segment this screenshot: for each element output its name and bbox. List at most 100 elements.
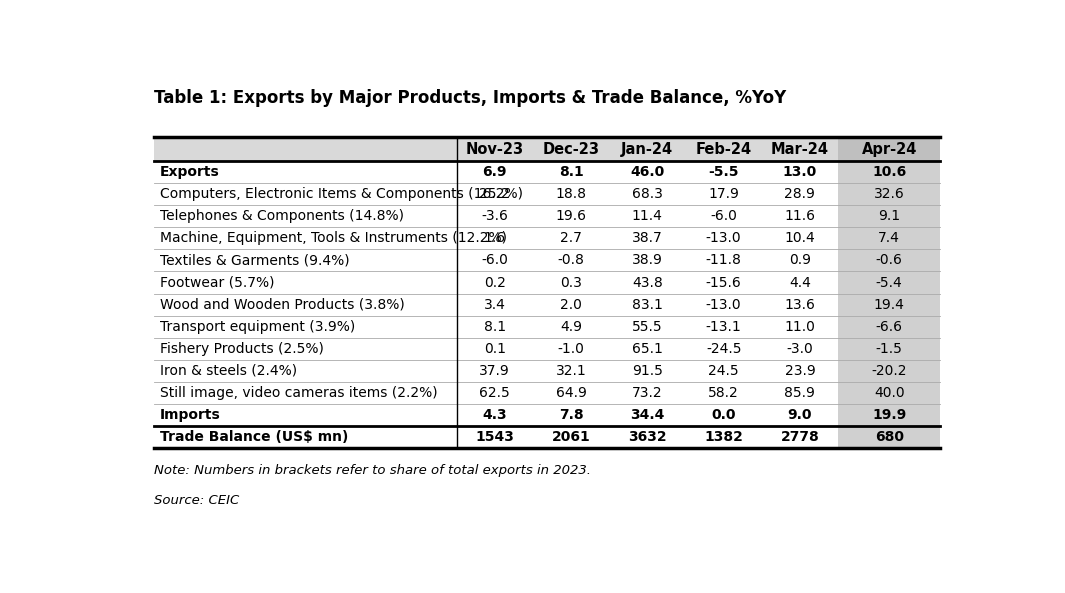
Text: 11.0: 11.0 [785,320,816,334]
Bar [838,250,940,272]
Text: Jan-24: Jan-24 [621,142,673,157]
Text: Trade Balance (US$ mn): Trade Balance (US$ mn) [160,430,348,444]
Text: 8.1: 8.1 [559,165,584,179]
Text: 28.9: 28.9 [785,187,816,201]
Text: 83.1: 83.1 [632,298,662,311]
Text: -13.1: -13.1 [706,320,741,334]
Text: Dec-23: Dec-23 [542,142,600,157]
Bar [838,360,940,382]
Text: 4.9: 4.9 [560,320,583,334]
Text: Transport equipment (3.9%): Transport equipment (3.9%) [160,320,355,334]
Text: 68.3: 68.3 [632,187,662,201]
Text: Exports: Exports [160,165,219,179]
Text: 34.4: 34.4 [630,408,665,422]
Text: 37.9: 37.9 [479,364,510,378]
Text: -6.0: -6.0 [710,209,737,224]
Text: 13.6: 13.6 [785,298,816,311]
Text: 0.2: 0.2 [484,276,506,289]
Text: 0.9: 0.9 [789,253,810,267]
Bar [153,272,940,294]
Text: 17.9: 17.9 [708,187,739,201]
Text: -1.5: -1.5 [875,342,903,356]
Text: 4.3: 4.3 [482,408,507,422]
Text: Note: Numbers in brackets refer to share of total exports in 2023.: Note: Numbers in brackets refer to share… [153,464,591,477]
Text: 40.0: 40.0 [874,385,904,400]
Text: 11.6: 11.6 [785,209,816,224]
Text: -5.4: -5.4 [875,276,903,289]
Bar [838,138,940,161]
Text: 1.6: 1.6 [484,231,506,246]
Text: 3.4: 3.4 [484,298,506,311]
Text: 7.8: 7.8 [559,408,584,422]
Bar [838,315,940,337]
Text: -6.0: -6.0 [481,253,508,267]
Text: 32.1: 32.1 [556,364,587,378]
Text: 2.0: 2.0 [560,298,581,311]
Text: 91.5: 91.5 [632,364,662,378]
Bar [153,183,940,205]
Bar [153,426,940,448]
Text: 1543: 1543 [475,430,514,444]
Text: -13.0: -13.0 [706,231,741,246]
Bar [153,337,940,360]
Text: 58.2: 58.2 [708,385,739,400]
Text: 24.5: 24.5 [708,364,739,378]
Text: 32.6: 32.6 [874,187,904,201]
Bar [838,426,940,448]
Text: 55.5: 55.5 [632,320,662,334]
Text: 10.6: 10.6 [872,165,906,179]
Text: -3.0: -3.0 [787,342,814,356]
Text: 23.9: 23.9 [785,364,816,378]
Bar [838,404,940,426]
Text: 19.9: 19.9 [872,408,906,422]
Text: 19.4: 19.4 [873,298,904,311]
Text: -11.8: -11.8 [706,253,741,267]
Text: 2.7: 2.7 [560,231,581,246]
Bar [153,404,940,426]
Text: -0.6: -0.6 [875,253,903,267]
Bar [838,272,940,294]
Text: 3632: 3632 [628,430,667,444]
Text: 18.8: 18.8 [556,187,587,201]
Bar [838,183,940,205]
Bar [153,205,940,227]
Text: 46.0: 46.0 [630,165,665,179]
Text: Imports: Imports [160,408,220,422]
Bar [838,337,940,360]
Text: Computers, Electronic Items & Components (16.2%): Computers, Electronic Items & Components… [160,187,523,201]
Text: 38.7: 38.7 [632,231,662,246]
Text: 4.4: 4.4 [789,276,810,289]
Text: 1382: 1382 [704,430,743,444]
Text: 64.9: 64.9 [556,385,587,400]
Text: Textiles & Garments (9.4%): Textiles & Garments (9.4%) [160,253,349,267]
Text: Fishery Products (2.5%): Fishery Products (2.5%) [160,342,324,356]
Bar [838,382,940,404]
Text: Source: CEIC: Source: CEIC [153,493,239,506]
Bar [153,250,940,272]
Text: 7.4: 7.4 [879,231,900,246]
Bar [153,315,940,337]
Text: 85.9: 85.9 [785,385,816,400]
Text: Mar-24: Mar-24 [771,142,829,157]
Text: Feb-24: Feb-24 [695,142,752,157]
Bar [838,161,940,183]
Text: 13.0: 13.0 [783,165,817,179]
Text: Nov-23: Nov-23 [465,142,524,157]
Text: Table 1: Exports by Major Products, Imports & Trade Balance, %YoY: Table 1: Exports by Major Products, Impo… [153,90,786,107]
Bar [838,227,940,250]
Bar [153,382,940,404]
Text: Still image, video cameras items (2.2%): Still image, video cameras items (2.2%) [160,385,437,400]
Text: 73.2: 73.2 [632,385,662,400]
Text: Machine, Equipment, Tools & Instruments (12.2%): Machine, Equipment, Tools & Instruments … [160,231,507,246]
Text: 0.0: 0.0 [711,408,736,422]
Text: 62.5: 62.5 [479,385,510,400]
Bar [153,294,940,315]
Text: 9.1: 9.1 [879,209,900,224]
Text: Telephones & Components (14.8%): Telephones & Components (14.8%) [160,209,404,224]
Bar [838,294,940,315]
Text: 10.4: 10.4 [785,231,816,246]
Bar [153,138,940,161]
Text: 6.9: 6.9 [482,165,507,179]
Text: -13.0: -13.0 [706,298,741,311]
Text: -15.6: -15.6 [706,276,741,289]
